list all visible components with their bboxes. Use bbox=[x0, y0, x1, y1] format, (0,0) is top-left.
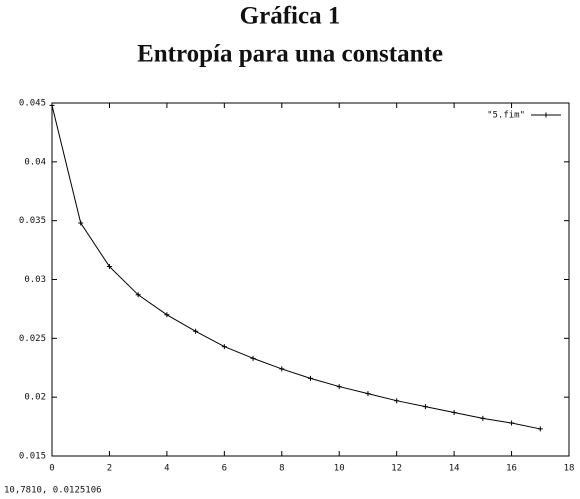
x-tick-label: 0 bbox=[49, 464, 54, 474]
point-marker bbox=[221, 344, 227, 350]
point-marker bbox=[135, 292, 141, 298]
point-marker bbox=[279, 366, 285, 372]
x-tick-label: 12 bbox=[391, 464, 402, 474]
point-marker bbox=[308, 375, 313, 381]
x-tick-label: 18 bbox=[564, 464, 575, 474]
y-tick-label: 0.04 bbox=[24, 157, 46, 167]
y-tick-label: 0.03 bbox=[24, 275, 46, 285]
point-marker bbox=[509, 420, 515, 426]
point-marker bbox=[480, 415, 486, 421]
x-tick-label: 10 bbox=[334, 464, 345, 474]
point-marker bbox=[451, 409, 457, 415]
point-marker bbox=[250, 355, 256, 361]
legend-marker bbox=[543, 112, 549, 118]
plot-frame bbox=[51, 102, 570, 457]
chart-subtitle: Entropía para una constante bbox=[137, 41, 443, 68]
point-marker bbox=[336, 384, 342, 390]
point-marker bbox=[365, 391, 371, 397]
series-line bbox=[51, 105, 541, 430]
point-marker bbox=[193, 328, 199, 334]
x-tick-label: 2 bbox=[107, 464, 112, 474]
y-tick-label: 0.02 bbox=[24, 393, 46, 403]
y-tick-label: 0.035 bbox=[19, 216, 46, 226]
legend-label: "5.fim" bbox=[487, 111, 525, 121]
point-marker bbox=[537, 426, 543, 432]
y-tick-label: 0.015 bbox=[19, 452, 46, 462]
point-marker bbox=[164, 312, 170, 318]
point-marker bbox=[106, 264, 112, 270]
status-text: 10,7810, 0.0125106 bbox=[4, 486, 102, 496]
chart-title: Gráfica 1 bbox=[240, 3, 341, 30]
x-tick-label: 6 bbox=[222, 464, 227, 474]
point-marker bbox=[394, 398, 400, 404]
y-tick-label: 0.025 bbox=[19, 334, 46, 344]
point-marker bbox=[49, 102, 55, 108]
x-tick-label: 16 bbox=[506, 464, 517, 474]
x-tick-label: 14 bbox=[449, 464, 460, 474]
x-tick-label: 4 bbox=[164, 464, 169, 474]
y-tick-label: 0.045 bbox=[19, 99, 46, 109]
point-marker bbox=[78, 220, 84, 226]
point-marker bbox=[422, 404, 428, 410]
x-tick-label: 8 bbox=[279, 464, 284, 474]
